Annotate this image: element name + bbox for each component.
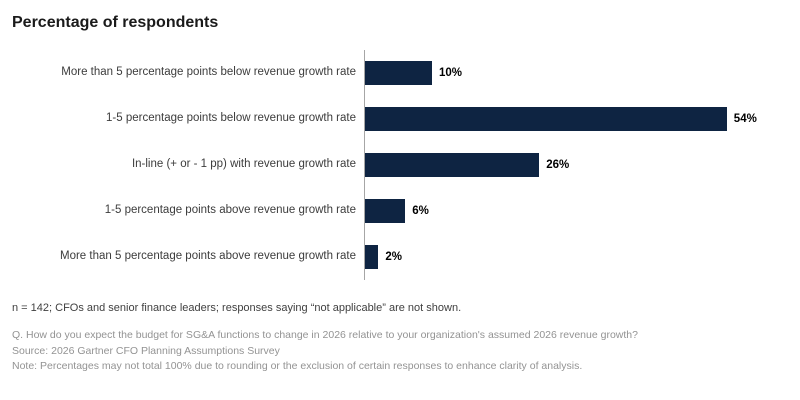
- sample-note: n = 142; CFOs and senior finance leaders…: [12, 302, 462, 314]
- bar-row: 1-5 percentage points above revenue grow…: [12, 188, 780, 234]
- source-note: Source: 2026 Gartner CFO Planning Assump…: [12, 344, 280, 357]
- value-label: 6%: [412, 205, 429, 217]
- bar-zone: 2%: [364, 234, 780, 280]
- value-label: 54%: [733, 113, 757, 125]
- footnotes: Q. How do you expect the budget for SG&A…: [12, 328, 780, 374]
- bar-zone: 26%: [364, 142, 780, 188]
- bar-zone: 6%: [364, 188, 780, 234]
- category-label: More than 5 percentage points below reve…: [61, 66, 356, 79]
- category-label: 1-5 percentage points above revenue grow…: [104, 204, 356, 217]
- bar: [365, 61, 432, 85]
- bar: [365, 107, 727, 131]
- bar-zone: 54%: [364, 96, 780, 142]
- bar: [365, 153, 540, 177]
- question-note: Q. How do you expect the budget for SG&A…: [12, 329, 638, 341]
- bar-zone: 10%: [364, 50, 780, 96]
- category-label: In-line (+ or - 1 pp) with revenue growt…: [131, 158, 356, 171]
- bar-row: More than 5 percentage points above reve…: [12, 234, 780, 280]
- bar-row: More than 5 percentage points below reve…: [12, 50, 780, 96]
- value-label: 10%: [439, 67, 463, 79]
- value-label: 2%: [385, 251, 403, 263]
- chart-title: Percentage of respondents: [12, 14, 219, 31]
- bar: [365, 199, 406, 223]
- category-label: 1-5 percentage points below revenue grow…: [106, 112, 356, 125]
- bar-row: 1-5 percentage points below revenue grow…: [12, 96, 780, 142]
- method-note: Note: Percentages may not total 100% due…: [12, 360, 583, 373]
- bar-chart: More than 5 percentage points below reve…: [12, 50, 780, 280]
- bar: [365, 245, 379, 269]
- category-label: More than 5 percentage points above reve…: [60, 250, 356, 263]
- bar-row: In-line (+ or - 1 pp) with revenue growt…: [12, 142, 780, 188]
- value-label: 26%: [546, 159, 570, 171]
